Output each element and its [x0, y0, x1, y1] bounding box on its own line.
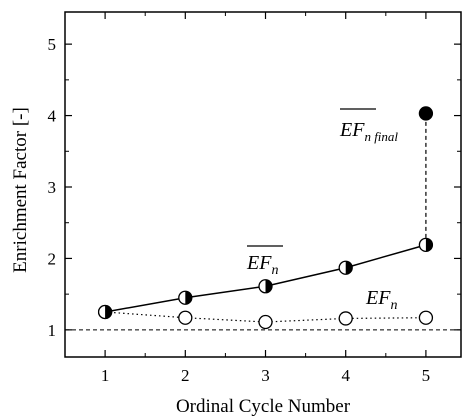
y-tick-label: 4 [48, 107, 57, 126]
y-ticks: 1 2 3 4 5 [48, 35, 461, 340]
annotation-efn-bar-sub: n [271, 263, 278, 278]
x-tick-label: 3 [261, 366, 270, 385]
x-tick-label: 4 [341, 366, 350, 385]
x-tick-label: 1 [101, 366, 110, 385]
y-tick-label: 2 [48, 249, 57, 268]
point-efn-bar [178, 290, 193, 305]
point-efn-bar-fill [265, 279, 273, 293]
plot-frame [64, 11, 462, 358]
svg-text:EFn final: EFn final [339, 119, 398, 144]
annotation-efn: EFn [365, 287, 397, 313]
x-tick-label: 2 [181, 366, 190, 385]
annotation-efn-final-sub: n final [364, 129, 398, 144]
point-efn-bar [338, 260, 353, 275]
annotation-efn-main: EF [365, 287, 391, 309]
svg-text:EFn: EFn [365, 287, 397, 313]
annotation-efn-final-bar: EFn final [339, 108, 398, 144]
point-efn-bar [258, 279, 273, 294]
y-tick-label: 3 [48, 178, 57, 197]
point-efn [258, 314, 273, 330]
series-points [97, 106, 434, 330]
point-efn-bar-fill [425, 238, 433, 252]
annotation-efn-final-main: EF [339, 119, 365, 141]
point-efn-bar [97, 304, 113, 320]
point-efn-bar [418, 237, 434, 253]
point-efn [338, 311, 353, 326]
point-efn-bar-fill [345, 261, 353, 275]
point-efn [418, 310, 434, 325]
y-axis-title: Enrichment Factor [-] [10, 107, 31, 273]
axes [64, 11, 462, 358]
x-ticks: 1 2 3 4 5 [101, 12, 430, 385]
y-tick-label: 5 [48, 35, 57, 54]
point-efn-final [418, 106, 434, 121]
y-tick-label: 1 [48, 321, 57, 340]
point-efn [178, 310, 193, 325]
point-efn-bar-fill [105, 305, 112, 319]
svg-text:EFn: EFn [246, 252, 278, 278]
annotation-efn-sub: n [390, 298, 397, 313]
annotation-efn-bar-main: EF [246, 252, 272, 274]
annotation-efn-bar: EFn [246, 245, 283, 278]
x-axis-title: Ordinal Cycle Number [176, 396, 351, 417]
point-efn-bar-fill [185, 291, 192, 305]
x-tick-label: 5 [422, 366, 431, 385]
